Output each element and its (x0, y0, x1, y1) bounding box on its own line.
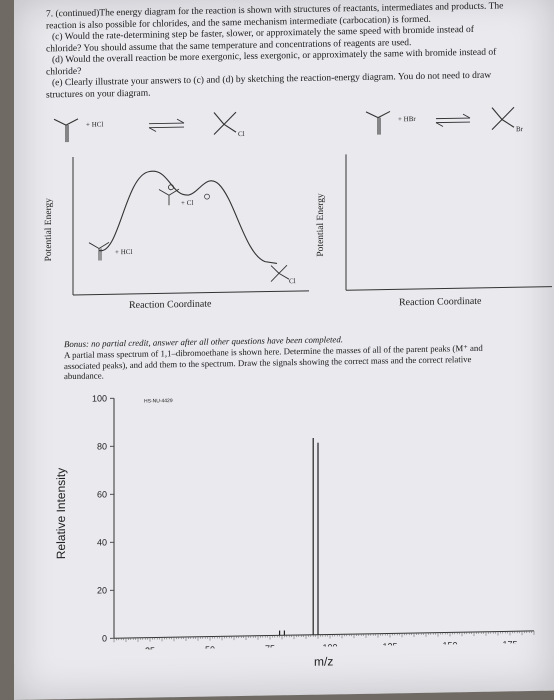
left-x-axis-label: Reaction Coordinate (129, 298, 212, 311)
reaction-schemes: + HCl Cl + HBr Br (53, 106, 524, 143)
bonus-block: Bonus: no partial credit, answer after a… (64, 331, 534, 382)
spectrum-x-axis (114, 630, 534, 639)
anion-charge-icon (204, 193, 210, 200)
question-block: 7. (continued)The energy diagram for the… (46, 1, 531, 101)
equilibrium-arrows-right (435, 113, 471, 127)
right-product-atom: Br (516, 125, 524, 133)
reactant-reagent-label: + HCl (115, 248, 132, 256)
energy-curve (98, 170, 278, 264)
spectrum-y-axis-label: Relative Intensity (54, 467, 68, 560)
right-reagent-label: + HBr (398, 115, 416, 123)
mass-spectrum-chart: 0 20 40 60 80 100 25 50 75 100 125 150 175 HS-NU-4429 (92, 393, 535, 651)
spectrum-x-tick-label: 175 (502, 639, 517, 649)
spectrum-y-tick-label: 20 (97, 585, 107, 595)
product-atom-label: Cl (289, 277, 296, 285)
spectrum-x-tick-label: 50 (205, 644, 215, 650)
right-x-axis-label: Reaction Coordinate (399, 295, 482, 309)
spectrum-y-tick-label: 60 (97, 489, 107, 499)
spectrum-y-tick-label: 0 (102, 633, 107, 643)
right-x-axis (346, 286, 552, 291)
spectrum-x-tick-label: 125 (382, 641, 397, 651)
spectrum-x-tick-label: 75 (265, 643, 275, 651)
spectrum-y-tick-label: 40 (97, 537, 107, 547)
tert-butyl-bromide-structure (491, 106, 515, 131)
spectrum-x-tick-label: 100 (322, 642, 337, 651)
right-y-axis-label: Potential Energy (316, 193, 326, 257)
spectrum-x-tick-label: 25 (145, 646, 155, 651)
isobutylene-structure-right (365, 110, 391, 135)
isobutylene-structure (53, 118, 79, 143)
carbocation-structure (158, 184, 180, 206)
equilibrium-arrows (148, 118, 185, 132)
tert-butyl-chloride-structure (213, 111, 237, 135)
spectrum-x-axis-label: m/z (314, 654, 334, 669)
left-product-atom: Cl (238, 130, 245, 138)
left-energy-diagram: + HCl + Cl Cl (72, 156, 309, 296)
right-energy-diagram (345, 154, 552, 291)
left-y-axis-label: Potential Energy (44, 197, 54, 262)
reactant-structure (88, 241, 110, 261)
spectrum-y-tick-label: 100 (92, 393, 107, 403)
product-structure (270, 264, 290, 282)
spectrum-annotation: HS-NU-4429 (144, 398, 173, 405)
spectrum-x-tick-label: 150 (442, 640, 457, 650)
left-reagent-label: + HCl (86, 120, 103, 128)
intermediate-label: + Cl (181, 199, 193, 207)
left-x-axis (73, 290, 309, 296)
worksheet-page: 7. (continued)The energy diagram for the… (14, 0, 554, 700)
spectrum-y-tick-label: 80 (97, 441, 107, 451)
